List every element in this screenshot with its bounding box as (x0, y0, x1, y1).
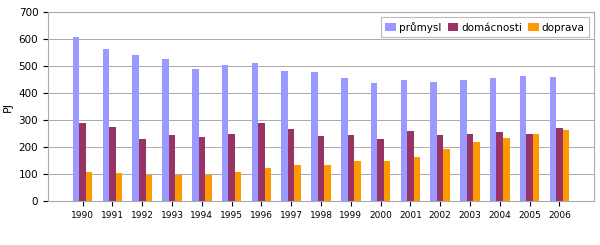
Bar (371, 83, 377, 201)
Bar (467, 134, 473, 201)
Bar (169, 135, 175, 201)
Bar (443, 149, 450, 201)
Bar (116, 173, 122, 201)
Bar (295, 165, 301, 201)
Bar (133, 55, 139, 201)
Bar (199, 137, 205, 201)
Bar (311, 72, 318, 201)
Bar (556, 128, 563, 201)
Bar (354, 161, 361, 201)
Bar (251, 63, 258, 201)
Bar (503, 138, 509, 201)
Bar (437, 135, 443, 201)
Bar (413, 157, 420, 201)
Bar (139, 139, 146, 201)
Bar (526, 134, 533, 201)
Bar (377, 139, 384, 201)
Bar (490, 78, 496, 201)
Bar (341, 78, 347, 201)
Bar (162, 59, 169, 201)
Bar (73, 37, 79, 201)
Bar (407, 131, 413, 201)
Bar (384, 161, 391, 201)
Bar (460, 80, 467, 201)
Bar (265, 168, 271, 201)
Bar (205, 175, 212, 201)
Bar (430, 82, 437, 201)
Bar (520, 76, 526, 201)
Y-axis label: PJ: PJ (3, 102, 13, 111)
Bar (496, 132, 503, 201)
Bar (318, 136, 324, 201)
Bar (288, 129, 295, 201)
Bar (473, 142, 480, 201)
Bar (563, 130, 569, 201)
Bar (146, 175, 152, 201)
Bar (347, 135, 354, 201)
Bar (533, 134, 539, 201)
Bar (550, 77, 556, 201)
Legend: průmysl, domácnosti, doprava: průmysl, domácnosti, doprava (381, 17, 589, 37)
Bar (401, 80, 407, 201)
Bar (281, 71, 288, 201)
Bar (222, 65, 229, 201)
Bar (175, 175, 182, 201)
Bar (192, 69, 199, 201)
Bar (79, 123, 86, 201)
Bar (229, 134, 235, 201)
Bar (109, 127, 116, 201)
Bar (235, 172, 241, 201)
Bar (103, 49, 109, 201)
Bar (86, 172, 92, 201)
Bar (258, 123, 265, 201)
Bar (324, 165, 331, 201)
